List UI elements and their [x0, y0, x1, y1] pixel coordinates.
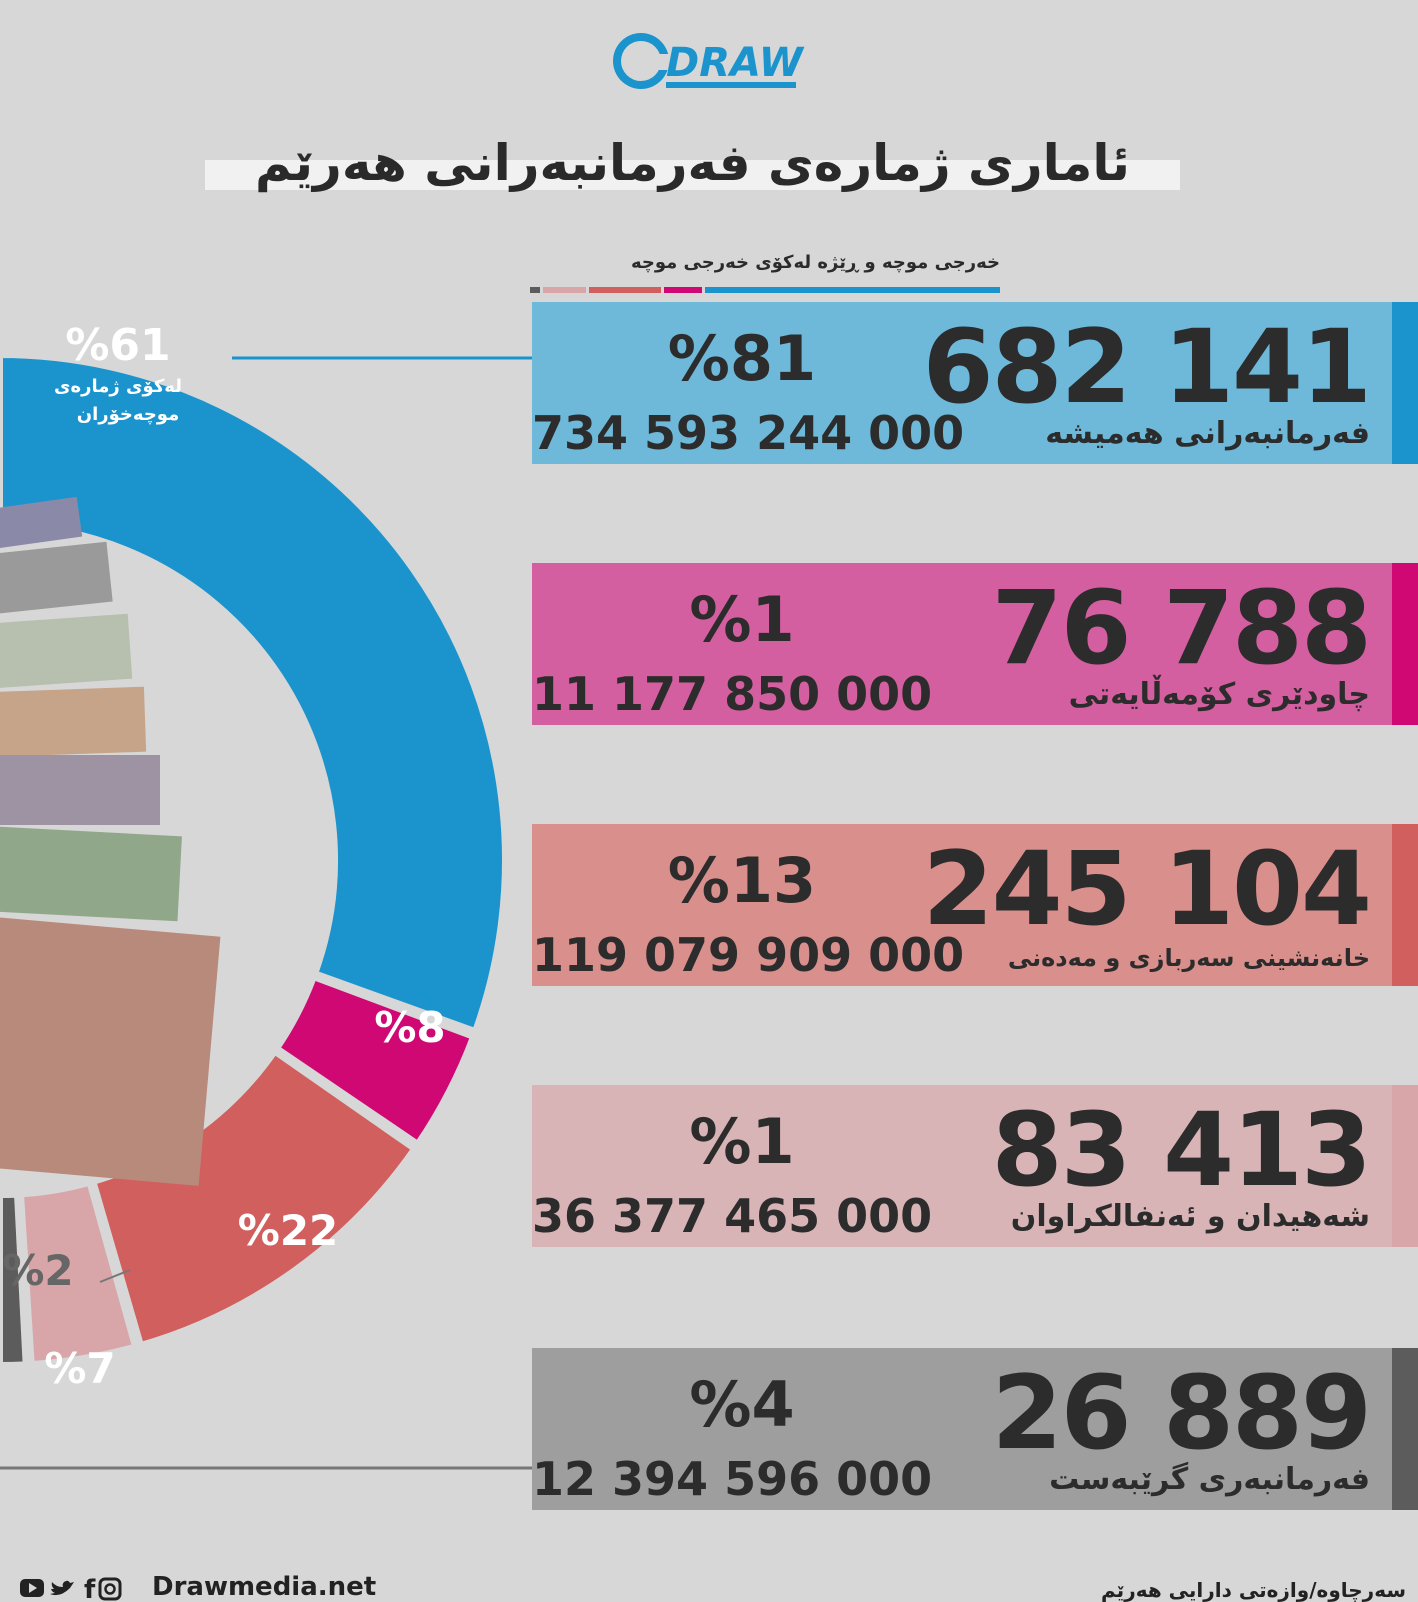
twitter-icon — [50, 1580, 74, 1596]
legend-magenta — [664, 287, 702, 293]
page-title: ئاماری ژمارەی فەرمانبەرانی هەرێم — [255, 134, 1130, 192]
logo-text: DRAW — [666, 40, 805, 86]
leader-line-gray — [99, 1269, 131, 1283]
card-salary-amount: 36 377 465 000 — [532, 1189, 933, 1243]
donut-segment-red — [89, 1047, 419, 1349]
card-label: شەهیدان و ئەنفالکراوان — [1010, 1199, 1370, 1234]
card-social-welfare: 76 788 چاودێری کۆمەڵایەتی %1 11 177 850 … — [532, 563, 1418, 725]
card-edge — [1392, 1348, 1418, 1510]
card-edge — [1392, 824, 1418, 986]
card-count: 245 104 — [922, 830, 1372, 949]
legend-red — [589, 287, 661, 293]
donut-pct-gray: %2 — [2, 1246, 73, 1295]
donut-caption-1: لەکۆی ژمارەی — [54, 376, 182, 397]
card-salary-pct: %13 — [667, 844, 817, 917]
card-label: فەرمانبەرانی هەمیشە — [1045, 416, 1370, 451]
card-contract: 26 889 فەرمانبەری گرێبەست %4 12 394 596 … — [532, 1348, 1418, 1510]
legend-gray — [530, 287, 540, 293]
legend-pink — [543, 287, 586, 293]
card-salary-pct: %4 — [689, 1368, 795, 1441]
card-salary-amount: 12 394 596 000 — [532, 1452, 933, 1506]
banknotes-illustration — [0, 496, 221, 1186]
legend-title: خەرجی موچە و ڕێژە لەکۆی خەرجی موچە — [630, 252, 1000, 273]
card-salary-pct: %81 — [667, 322, 817, 395]
card-salary-pct: %1 — [689, 583, 795, 656]
instagram-icon — [98, 1577, 122, 1601]
donut-pct-red: %22 — [238, 1206, 339, 1255]
donut-pct-pink: %7 — [44, 1344, 115, 1393]
legend-blue — [705, 287, 1000, 293]
card-salary-amount: 11 177 850 000 — [532, 667, 933, 721]
youtube-play-icon — [29, 1583, 37, 1593]
website-link[interactable]: Drawmedia.net — [152, 1572, 377, 1602]
card-label: چاودێری کۆمەڵایەتی — [1068, 677, 1370, 712]
card-retirees: 245 104 خانەنشینی سەربازی و مەدەنی %13 1… — [532, 824, 1418, 986]
title-underline — [205, 160, 1180, 190]
donut-caption-2: موچەخۆران — [77, 404, 179, 425]
card-label: فەرمانبەری گرێبەست — [1049, 1462, 1370, 1497]
card-count: 682 141 — [922, 308, 1372, 427]
facebook-icon: f — [84, 1575, 96, 1602]
card-salary-amount: 734 593 244 000 — [532, 406, 965, 460]
donut-pct-main: %61 — [65, 320, 170, 371]
card-count: 83 413 — [991, 1091, 1372, 1210]
donut-chart: %61 لەکۆی ژمارەی موچەخۆران %8 %22 %7 %2 — [0, 320, 532, 1470]
card-label: خانەنشینی سەربازی و مەدەنی — [1007, 944, 1370, 972]
draw-logo: DRAW — [613, 33, 805, 89]
card-salary-amount: 119 079 909 000 — [532, 928, 965, 982]
donut-segment-magenta — [272, 973, 477, 1149]
card-edge — [1392, 1085, 1418, 1247]
card-martyrs-anfal: 83 413 شەهیدان و ئەنفالکراوان %1 36 377 … — [532, 1085, 1418, 1247]
card-edge — [1392, 563, 1418, 725]
donut-pct-magenta: %8 — [374, 1003, 445, 1052]
card-permanent: 682 141 فەرمانبەرانی هەمیشە %81 734 593 … — [532, 302, 1418, 464]
legend-color-bar — [530, 287, 1000, 293]
source-note: سەرچاوە/وازەتی دارایی هەرێم — [1101, 1578, 1406, 1602]
donut-segment-blue — [0, 351, 508, 1035]
social-icons: f — [20, 1575, 122, 1602]
card-count: 26 889 — [991, 1354, 1372, 1473]
card-salary-pct: %1 — [689, 1105, 795, 1178]
card-edge — [1392, 302, 1418, 464]
card-count: 76 788 — [991, 569, 1372, 688]
donut-segment-gray — [0, 1191, 29, 1369]
donut-segment-pink — [17, 1179, 139, 1368]
